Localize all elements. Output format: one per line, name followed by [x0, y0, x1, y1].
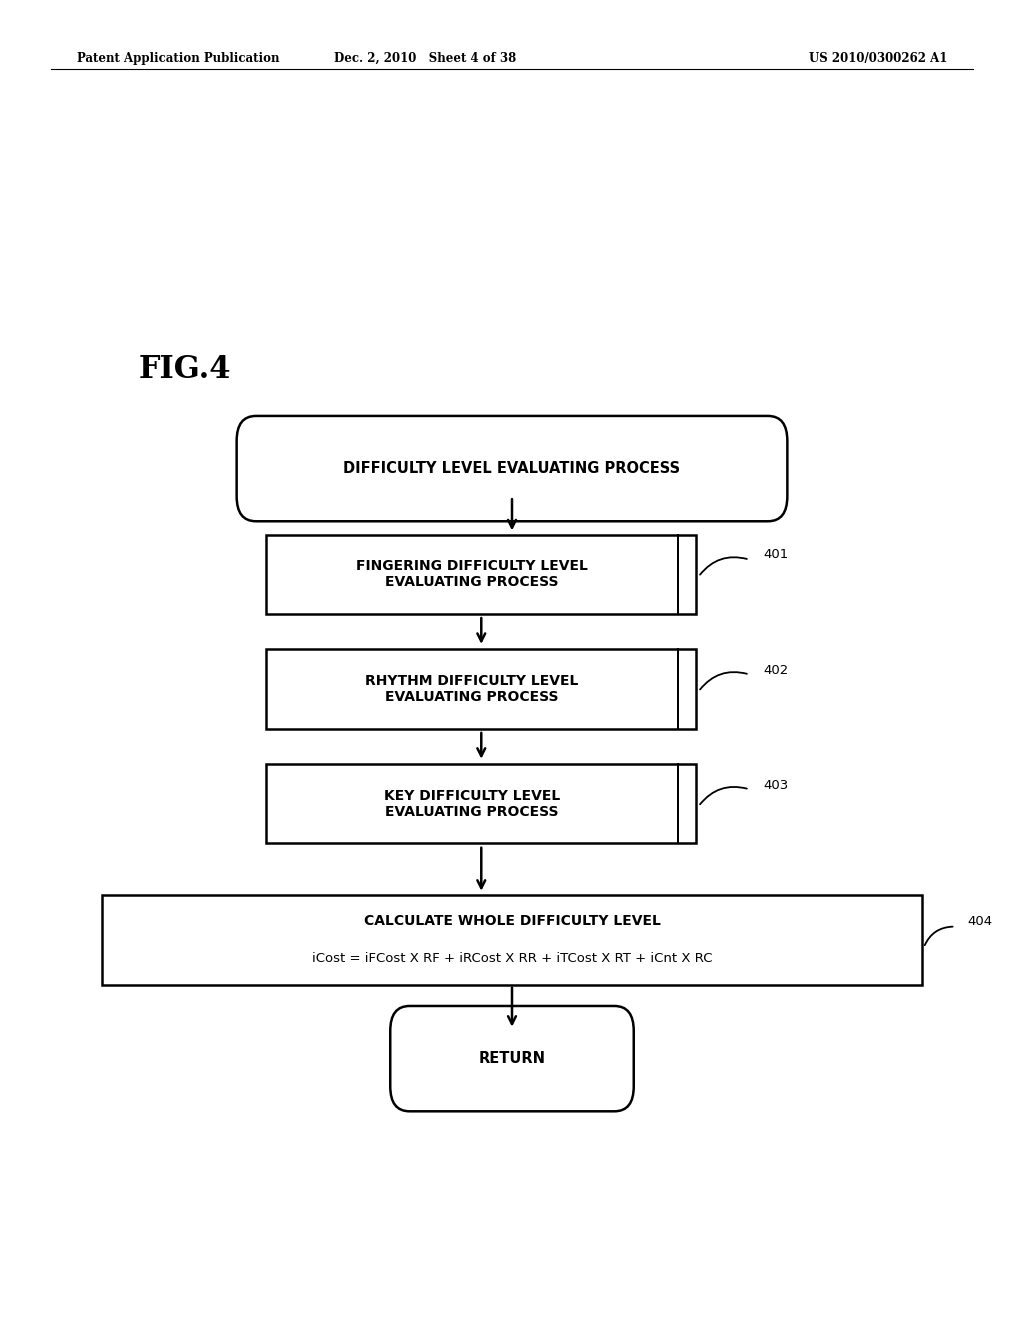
Text: Dec. 2, 2010   Sheet 4 of 38: Dec. 2, 2010 Sheet 4 of 38	[334, 53, 516, 65]
Text: RHYTHM DIFFICULTY LEVEL
EVALUATING PROCESS: RHYTHM DIFFICULTY LEVEL EVALUATING PROCE…	[366, 675, 579, 704]
Text: Patent Application Publication: Patent Application Publication	[77, 53, 280, 65]
FancyBboxPatch shape	[237, 416, 787, 521]
Bar	[102, 895, 922, 985]
Text: US 2010/0300262 A1: US 2010/0300262 A1	[809, 53, 947, 65]
Text: CALCULATE WHOLE DIFFICULTY LEVEL: CALCULATE WHOLE DIFFICULTY LEVEL	[364, 915, 660, 928]
FancyBboxPatch shape	[390, 1006, 634, 1111]
Bar	[266, 649, 696, 729]
Text: 404: 404	[968, 915, 993, 928]
Text: iCost = iFCost X RF + iRCost X RR + iTCost X RT + iCnt X RC: iCost = iFCost X RF + iRCost X RR + iTCo…	[311, 952, 713, 965]
Text: FINGERING DIFFICULTY LEVEL
EVALUATING PROCESS: FINGERING DIFFICULTY LEVEL EVALUATING PR…	[356, 560, 588, 589]
Bar	[266, 535, 696, 614]
Text: RETURN: RETURN	[478, 1051, 546, 1067]
Text: DIFFICULTY LEVEL EVALUATING PROCESS: DIFFICULTY LEVEL EVALUATING PROCESS	[343, 461, 681, 477]
Text: 403: 403	[763, 779, 788, 792]
Text: FIG.4: FIG.4	[138, 354, 230, 385]
Bar	[266, 764, 696, 843]
Text: KEY DIFFICULTY LEVEL
EVALUATING PROCESS: KEY DIFFICULTY LEVEL EVALUATING PROCESS	[384, 789, 560, 818]
Text: 402: 402	[763, 664, 788, 677]
Text: 401: 401	[763, 548, 788, 561]
